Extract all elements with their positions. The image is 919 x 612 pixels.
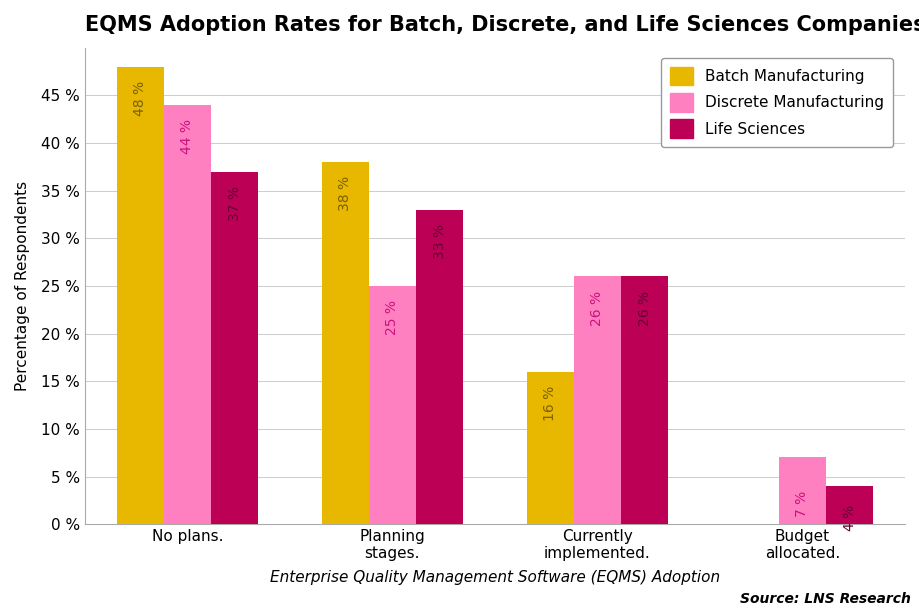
Bar — [527, 371, 573, 524]
Bar — [573, 277, 620, 524]
Text: 37 %: 37 % — [227, 186, 242, 221]
Text: 38 %: 38 % — [338, 176, 352, 212]
Text: 26 %: 26 % — [637, 291, 651, 326]
Text: Source: LNS Research: Source: LNS Research — [739, 592, 910, 606]
X-axis label: Enterprise Quality Management Software (EQMS) Adoption: Enterprise Quality Management Software (… — [269, 570, 720, 584]
Text: 7 %: 7 % — [795, 491, 809, 517]
Text: 33 %: 33 % — [432, 224, 446, 259]
Bar — [369, 286, 415, 524]
Bar — [210, 171, 258, 524]
Bar — [322, 162, 369, 524]
Text: 4 %: 4 % — [842, 505, 856, 531]
Bar — [164, 105, 210, 524]
Text: 44 %: 44 % — [180, 119, 194, 154]
Text: 48 %: 48 % — [133, 81, 147, 116]
Bar — [620, 277, 667, 524]
Text: 25 %: 25 % — [385, 300, 399, 335]
Bar — [778, 457, 825, 524]
Text: 26 %: 26 % — [590, 291, 604, 326]
Y-axis label: Percentage of Respondents: Percentage of Respondents — [15, 181, 30, 391]
Bar — [415, 210, 462, 524]
Text: 16 %: 16 % — [543, 386, 557, 421]
Legend: Batch Manufacturing, Discrete Manufacturing, Life Sciences: Batch Manufacturing, Discrete Manufactur… — [660, 58, 892, 147]
Bar — [117, 67, 164, 524]
Bar — [825, 486, 872, 524]
Text: EQMS Adoption Rates for Batch, Discrete, and Life Sciences Companies: EQMS Adoption Rates for Batch, Discrete,… — [85, 15, 919, 35]
